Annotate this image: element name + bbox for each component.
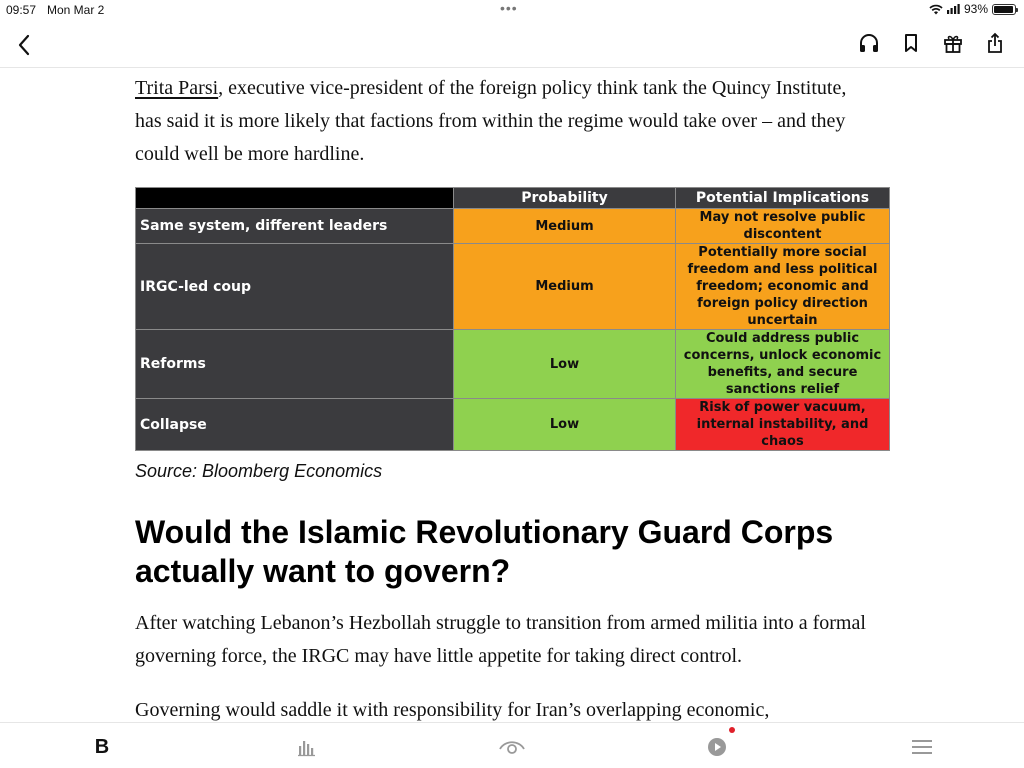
gift-article-button[interactable] (942, 32, 964, 54)
nav-actions (858, 32, 1006, 54)
battery-icon (992, 3, 1018, 15)
home-tab[interactable]: B (94, 735, 110, 758)
signal-icon (946, 4, 960, 14)
gift-icon (944, 35, 962, 53)
table-row: IRGC-led coup Medium Potentially more so… (135, 243, 890, 330)
markets-tab[interactable] (295, 735, 319, 759)
table-source: Source: Bloomberg Economics (135, 461, 383, 481)
battery-fill (994, 5, 1013, 13)
share-icon (988, 32, 1002, 53)
listen-tab[interactable] (705, 735, 729, 759)
listen-button[interactable] (858, 32, 880, 54)
paragraph-3: Governing would saddle it with responsib… (135, 699, 770, 721)
status-indicators: 93% (929, 2, 1018, 16)
nav-bar (0, 22, 1024, 68)
eye-icon (499, 741, 525, 754)
status-date: Mon Mar 2 (47, 3, 105, 17)
probability-cell: Low (453, 329, 676, 399)
scenario-label: Collapse (135, 398, 454, 451)
charts-icon (298, 741, 315, 757)
back-button[interactable] (14, 32, 36, 58)
share-button[interactable] (984, 32, 1006, 54)
section-heading: Would the Islamic Revolutionary Guard Co… (135, 514, 834, 589)
implications-cell: May not resolve public discontent (675, 208, 890, 244)
status-time: 09:57 (6, 3, 37, 17)
implications-cell: Risk of power vacuum, internal instabili… (675, 398, 890, 451)
implications-cell: Potentially more social freedom and less… (675, 243, 890, 330)
table-row: Same system, different leaders Medium Ma… (135, 208, 890, 244)
probability-cell: Low (453, 398, 676, 451)
paragraph-1: Trita Parsi, executive vice-president of… (135, 72, 875, 171)
header-implications: Potential Implications (675, 187, 890, 209)
menu-icon (912, 740, 932, 754)
battery-percent: 93% (963, 2, 988, 16)
implications-cell: Could address public concerns, unlock ec… (675, 329, 890, 399)
headphones-icon (860, 34, 878, 52)
author-link[interactable]: Trita Parsi (135, 77, 219, 99)
probability-cell: Medium (453, 208, 676, 244)
paragraph-1-text: , executive vice-president of the foreig… (135, 77, 847, 165)
paragraph-2: After watching Lebanon’s Hezbollah strug… (135, 612, 866, 667)
bookmark-button[interactable] (900, 32, 922, 54)
status-bar: 09:57 Mon Mar 2 ••• 93% (0, 0, 1024, 20)
notification-dot (729, 727, 735, 733)
scenario-label: Same system, different leaders (135, 208, 454, 244)
scenario-label: IRGC-led coup (135, 243, 454, 330)
menu-tab[interactable] (910, 735, 934, 759)
back-icon (18, 34, 30, 56)
wifi-icon (929, 4, 943, 15)
play-icon (708, 738, 726, 756)
tab-bar: B (0, 722, 1024, 768)
watch-tab[interactable] (498, 735, 526, 759)
multitasking-dots-icon[interactable]: ••• (500, 0, 518, 16)
table-row: Collapse Low Risk of power vacuum, inter… (135, 398, 890, 451)
table-row: Reforms Low Could address public concern… (135, 329, 890, 399)
scenario-label: Reforms (135, 329, 454, 399)
header-probability: Probability (453, 187, 676, 209)
bookmark-icon (905, 34, 917, 52)
probability-cell: Medium (453, 243, 676, 330)
table-corner (135, 187, 454, 209)
scenario-table: Probability Potential Implications Same … (135, 187, 890, 451)
